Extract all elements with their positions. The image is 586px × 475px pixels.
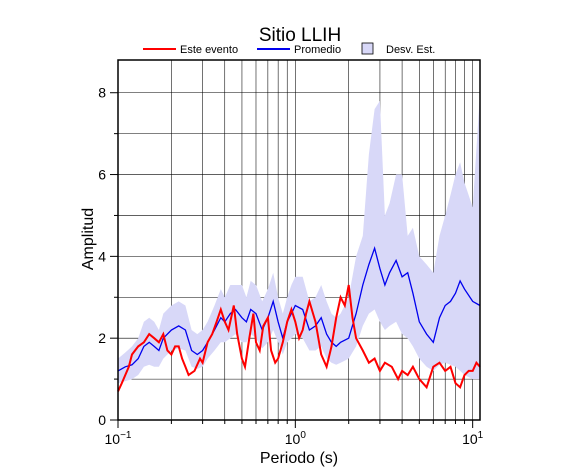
legend-label-band: Desv. Est. — [386, 44, 435, 56]
axis-ticks — [110, 92, 474, 428]
x-tick-label-1: 100 — [285, 430, 307, 447]
legend-swatch-band — [361, 42, 374, 55]
legend: Este evento Promedio Desv. Est. — [143, 42, 435, 56]
legend-label-event: Este evento — [180, 44, 238, 56]
y-tick-label-4: 8 — [98, 85, 106, 101]
y-axis-title: Amplitud — [80, 208, 97, 270]
plot-frame — [117, 59, 481, 421]
legend-label-mean: Promedio — [294, 44, 341, 56]
y-tick-label-1: 2 — [98, 330, 106, 346]
std-dev-band — [118, 92, 480, 384]
y-tick-label-0: 0 — [98, 412, 106, 428]
x-tick-label-2: 101 — [462, 430, 484, 447]
chart-title: Sitio LLIH — [259, 25, 341, 46]
grid — [117, 60, 480, 421]
y-tick-label-3: 6 — [98, 167, 106, 183]
x-axis-title: Periodo (s) — [260, 450, 338, 467]
series-line-mean — [117, 245, 481, 372]
series-line-event — [117, 284, 481, 392]
y-tick-label-2: 4 — [98, 248, 106, 264]
tick-labels: 0 2 4 6 8 10−1 100 101 — [98, 85, 483, 447]
x-tick-label-0: 10−1 — [105, 430, 132, 447]
